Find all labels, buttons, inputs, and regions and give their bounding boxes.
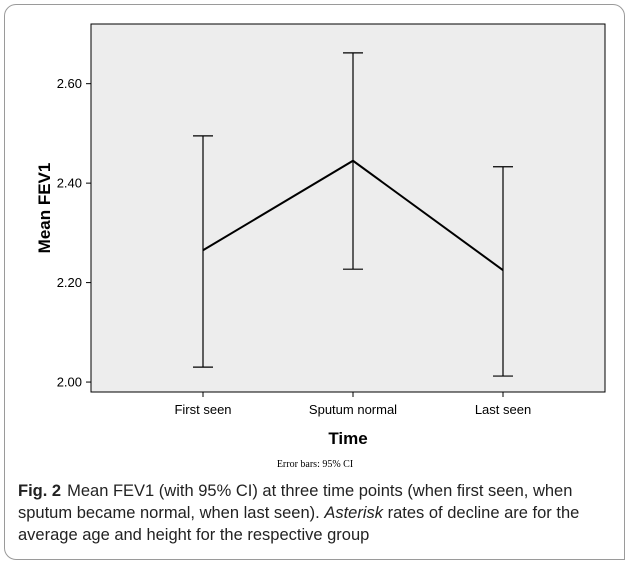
chart: 2.00 2.20 2.40 2.60 First seen Sputum normal…: [35, 23, 606, 470]
caption-text-1: Mean FEV1 (with 95% CI) at three time po…: [18, 482, 573, 522]
x-tick-label: First seen: [174, 402, 231, 417]
series-line: [202, 159, 504, 271]
x-tick-label: Sputum normal: [309, 402, 397, 417]
x-axis: First seen Sputum normal Last seen: [174, 392, 531, 417]
y-tick-label: 2.60: [57, 76, 82, 91]
caption-italic-word: Asterisk: [324, 504, 384, 522]
y-tick-label: 2.00: [57, 375, 82, 390]
y-tick-label: 2.40: [57, 176, 82, 191]
figure-label: Fig. 2: [18, 482, 62, 500]
error-bar-note: Error bars: 95% CI: [277, 459, 353, 470]
y-axis: 2.00 2.20 2.40 2.60: [57, 76, 91, 390]
plot-area: [90, 23, 606, 393]
x-tick-label: Last seen: [475, 402, 531, 417]
series-group: [193, 52, 513, 377]
figure-caption: Fig. 2 Mean FEV1 (with 95% CI) at three t…: [18, 480, 618, 546]
y-tick-label: 2.20: [57, 275, 82, 290]
x-axis-label: Time: [328, 429, 367, 448]
y-axis-label: Mean FEV1: [35, 163, 54, 254]
caption-text-2: rates of decline are for the average age…: [18, 504, 580, 544]
